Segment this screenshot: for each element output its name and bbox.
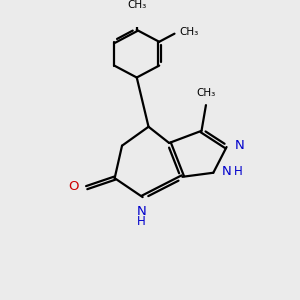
Text: N: N — [235, 139, 244, 152]
Text: CH₃: CH₃ — [196, 88, 216, 98]
Text: O: O — [68, 180, 79, 193]
Text: N: N — [222, 165, 231, 178]
Text: CH₃: CH₃ — [127, 0, 146, 11]
Text: H: H — [137, 215, 146, 228]
Text: CH₃: CH₃ — [179, 27, 198, 37]
Text: N: N — [136, 205, 146, 218]
Text: H: H — [234, 165, 243, 178]
